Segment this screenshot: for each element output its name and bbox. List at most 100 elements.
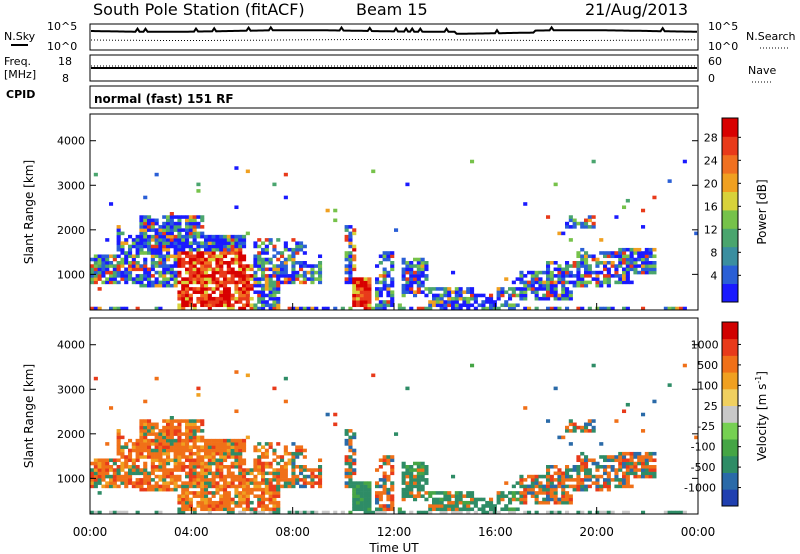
heatmap-cell <box>177 432 182 436</box>
heatmap-cell <box>200 422 205 427</box>
heatmap-cell <box>261 261 266 265</box>
heatmap-cell <box>299 241 304 245</box>
heatmap-cell <box>230 484 235 489</box>
heatmap-cell <box>166 228 171 232</box>
heatmap-cell <box>523 500 528 505</box>
heatmap-cell <box>173 481 178 485</box>
heatmap-cell <box>181 432 186 436</box>
heatmap-cell <box>546 478 551 482</box>
heatmap-cell <box>105 442 110 446</box>
heatmap-cell <box>477 507 482 512</box>
heatmap-cell <box>204 244 209 249</box>
heatmap-cell <box>90 510 95 515</box>
heatmap-cell <box>382 491 387 495</box>
heatmap-cell <box>272 280 277 285</box>
heatmap-cell <box>382 251 387 255</box>
heatmap-cell <box>352 277 357 281</box>
heatmap-cell <box>295 510 300 515</box>
heatmap-cell <box>644 267 649 272</box>
heatmap-cell <box>234 241 239 245</box>
heatmap-cell <box>215 491 220 495</box>
heatmap-cell <box>131 445 136 449</box>
heatmap-cell <box>352 303 357 308</box>
heatmap-cell <box>390 267 395 272</box>
heatmap-cell <box>185 280 190 285</box>
heatmap-cell <box>131 261 136 265</box>
heatmap-cell <box>652 474 657 479</box>
freq-label: Freq. <box>4 55 31 68</box>
heatmap-cell <box>257 484 262 489</box>
heatmap-cell <box>169 419 174 423</box>
heatmap-cell <box>587 306 592 311</box>
y-tick-label: 1000 <box>57 472 85 485</box>
heatmap-cell <box>211 442 216 446</box>
heatmap-cell <box>614 254 619 259</box>
heatmap-cell <box>367 303 372 308</box>
heatmap-cell <box>439 504 444 508</box>
heatmap-cell <box>150 244 155 249</box>
heatmap-cell <box>565 429 570 433</box>
heatmap-cell <box>625 198 630 203</box>
heatmap-cell <box>234 451 239 456</box>
heatmap-cell <box>644 471 649 476</box>
heatmap-cell <box>177 461 182 466</box>
heatmap-cell <box>211 290 216 294</box>
heatmap-cell <box>435 491 440 495</box>
heatmap-cell <box>272 283 277 288</box>
heatmap-cell <box>625 484 630 489</box>
heatmap-cell <box>462 504 467 508</box>
heatmap-cell <box>177 458 182 463</box>
heatmap-cell <box>432 296 437 301</box>
heatmap-cell <box>181 500 186 505</box>
heatmap-cell <box>367 277 372 281</box>
heatmap-cell <box>682 159 687 164</box>
heatmap-cell <box>215 287 220 291</box>
heatmap-cell <box>173 221 178 226</box>
heatmap-cell <box>181 438 186 443</box>
heatmap-cell <box>283 461 288 466</box>
heatmap-cell <box>576 270 581 275</box>
heatmap-cell <box>375 497 380 502</box>
heatmap-cell <box>546 277 551 281</box>
heatmap-cell <box>587 215 592 219</box>
heatmap-cell <box>124 484 129 489</box>
heatmap-cell <box>356 497 361 502</box>
heatmap-cell <box>204 474 209 479</box>
heatmap-cell <box>143 244 148 249</box>
heatmap-cell <box>253 507 258 512</box>
heatmap-cell <box>261 287 266 291</box>
heatmap-cell <box>177 290 182 294</box>
heatmap-cell <box>489 507 494 512</box>
heatmap-cell <box>299 448 304 453</box>
heatmap-cell <box>162 221 167 226</box>
heatmap-cell <box>90 468 95 472</box>
heatmap-cell <box>344 251 349 255</box>
heatmap-cell <box>169 425 174 430</box>
heatmap-cell <box>595 277 600 281</box>
heatmap-cell <box>185 484 190 489</box>
heatmap-cell <box>603 478 608 482</box>
heatmap-cell <box>253 303 258 308</box>
heatmap-cell <box>363 303 368 308</box>
heatmap-cell <box>200 287 205 291</box>
heatmap-cell <box>283 465 288 469</box>
heatmap-cell <box>382 257 387 262</box>
heatmap-cell <box>314 306 319 311</box>
heatmap-cell <box>356 507 361 512</box>
heatmap-cell <box>150 478 155 482</box>
heatmap-cell <box>576 280 581 285</box>
heatmap-cell <box>185 277 190 281</box>
heatmap-cell <box>546 497 551 502</box>
heatmap-cell <box>185 300 190 304</box>
heatmap-cell <box>553 306 558 311</box>
heatmap-cell <box>261 445 266 449</box>
heatmap-cell <box>622 270 627 275</box>
heatmap-cell <box>538 474 543 479</box>
heatmap-cell <box>534 277 539 281</box>
heatmap-cell <box>637 257 642 262</box>
heatmap-cell <box>359 303 364 308</box>
heatmap-cell <box>162 484 167 489</box>
heatmap-cell <box>223 487 228 492</box>
heatmap-cell <box>587 280 592 285</box>
heatmap-cell <box>299 465 304 469</box>
